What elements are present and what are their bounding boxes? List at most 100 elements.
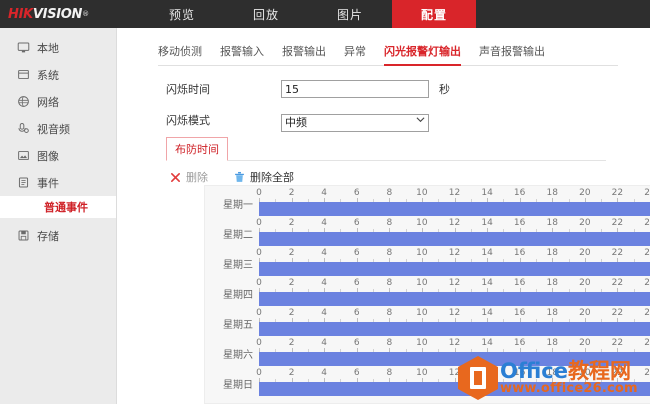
ruler-tick-label: 24 xyxy=(644,278,650,288)
ruler-tick-label: 16 xyxy=(513,338,526,348)
schedule-track-thursday[interactable]: 024681012141618202224 xyxy=(256,278,650,306)
ruler-tick xyxy=(421,288,423,292)
ruler-tick xyxy=(503,379,505,382)
schedule-track-wednesday[interactable]: 024681012141618202224 xyxy=(256,248,650,276)
ruler-tick xyxy=(535,319,537,322)
tab-exception[interactable]: 异常 xyxy=(344,45,366,58)
flash-mode-select[interactable]: 中频 xyxy=(281,113,429,132)
sidebar-label-storage: 存储 xyxy=(37,229,59,243)
ruler-tick xyxy=(356,228,358,232)
ruler-tick xyxy=(389,318,391,322)
ruler-tick xyxy=(503,229,505,232)
ruler-tick xyxy=(633,289,635,292)
ruler-tick xyxy=(617,258,619,262)
sidebar-item-image[interactable]: 图像 xyxy=(0,142,116,169)
ruler-tick xyxy=(601,259,603,262)
sidebar-item-local[interactable]: 本地 xyxy=(0,34,116,61)
ruler-tick-label: 20 xyxy=(579,368,591,378)
delete-button[interactable]: 删除 xyxy=(170,169,208,185)
ruler-tick xyxy=(454,288,456,292)
schedule-bar-wednesday[interactable] xyxy=(259,262,650,276)
nav-tab-preview[interactable]: 预览 xyxy=(168,7,195,22)
flash-mode-label: 闪烁模式 xyxy=(166,114,210,127)
ruler-tick xyxy=(421,198,423,202)
schedule-bar-friday[interactable] xyxy=(259,322,650,336)
schedule-bar-saturday[interactable] xyxy=(259,352,650,366)
schedule-bar-tuesday[interactable] xyxy=(259,232,650,246)
schedule-track-sunday[interactable]: 024681012141618202224 xyxy=(256,368,650,396)
ruler-tick xyxy=(519,288,521,292)
tab-arming-schedule[interactable]: 布防时间 xyxy=(166,137,228,161)
ruler-tick xyxy=(617,198,619,202)
sidebar-item-video-audio[interactable]: 视音频 xyxy=(0,115,116,142)
sidebar-item-network[interactable]: 网络 xyxy=(0,88,116,115)
microphone-icon xyxy=(17,122,37,135)
schedule-track-tuesday[interactable]: 024681012141618202224 xyxy=(256,218,650,246)
ruler-tick xyxy=(291,288,293,292)
tab-audible-alarm-output[interactable]: 声音报警输出 xyxy=(479,45,545,58)
ruler-tick xyxy=(470,199,472,202)
ruler-tick xyxy=(552,198,554,202)
ruler-tick xyxy=(356,318,358,322)
ruler-tick xyxy=(405,199,407,202)
ruler-friday: 024681012141618202224 xyxy=(256,308,650,322)
ruler-tick-label: 8 xyxy=(386,278,393,288)
ruler-tick xyxy=(454,198,456,202)
flash-time-input[interactable] xyxy=(281,80,429,98)
ruler-tick xyxy=(307,229,309,232)
ruler-tick xyxy=(601,319,603,322)
ruler-tick-label: 24 xyxy=(644,248,650,258)
ruler-tick xyxy=(568,259,570,262)
ruler-tick xyxy=(470,229,472,232)
ruler-tick-label: 24 xyxy=(644,218,650,228)
schedule-bar-thursday[interactable] xyxy=(259,292,650,306)
ruler-tick xyxy=(389,348,391,352)
tab-alarm-output[interactable]: 报警输出 xyxy=(282,45,326,58)
sidebar-item-event[interactable]: 事件 xyxy=(0,169,116,196)
ruler-tick-label: 20 xyxy=(579,188,591,198)
window-icon xyxy=(17,68,37,81)
nav-tab-playback[interactable]: 回放 xyxy=(252,7,279,22)
nav-tab-configuration[interactable]: 配置 xyxy=(392,0,476,28)
sidebar-item-normal-event[interactable]: 普通事件 xyxy=(0,196,116,218)
ruler-tick-label: 14 xyxy=(481,278,493,288)
ruler-tick xyxy=(470,349,472,352)
ruler-tick-label: 22 xyxy=(611,278,624,288)
tab-alarm-input[interactable]: 报警输入 xyxy=(220,45,264,58)
delete-all-button[interactable]: 删除全部 xyxy=(234,169,294,185)
sidebar-item-system[interactable]: 系统 xyxy=(0,61,116,88)
schedule-track-friday[interactable]: 024681012141618202224 xyxy=(256,308,650,336)
ruler-tick xyxy=(324,258,326,262)
flash-time-label: 闪烁时间 xyxy=(166,83,210,96)
ruler-tick xyxy=(373,259,375,262)
ruler-tick xyxy=(340,379,342,382)
tab-flashing-alarm-light-output[interactable]: 闪光报警灯输出 xyxy=(384,43,461,66)
tab-motion-detection[interactable]: 移动侦测 xyxy=(158,45,202,58)
globe-icon xyxy=(17,95,37,108)
ruler-tick-label: 2 xyxy=(288,368,295,378)
ruler-tick-label: 12 xyxy=(448,188,461,198)
nav-tab-picture[interactable]: 图片 xyxy=(336,7,363,22)
ruler-tick-label: 6 xyxy=(353,338,360,348)
ruler-tick xyxy=(601,229,603,232)
schedule-track-monday[interactable]: 024681012141618202224 xyxy=(256,188,650,216)
ruler-tick xyxy=(373,199,375,202)
ruler-tick xyxy=(487,318,489,322)
ruler-tick xyxy=(340,349,342,352)
day-label-friday: 星期五 xyxy=(223,320,253,331)
schedule-bar-sunday[interactable] xyxy=(259,382,650,396)
sidebar-item-storage[interactable]: 存储 xyxy=(0,222,116,249)
day-label-tuesday: 星期二 xyxy=(223,230,253,241)
ruler-tick-label: 6 xyxy=(353,308,360,318)
ruler-tick-label: 24 xyxy=(644,188,650,198)
trash-icon xyxy=(235,171,244,182)
schedule-track-saturday[interactable]: 024681012141618202224 xyxy=(256,338,650,366)
ruler-tick xyxy=(519,348,521,352)
ruler-tick xyxy=(633,379,635,382)
schedule-bar-monday[interactable] xyxy=(259,202,650,216)
sidebar-label-system: 系统 xyxy=(37,68,59,82)
ruler-tick xyxy=(259,258,260,262)
ruler-tick-label: 12 xyxy=(448,368,461,378)
ruler-tick-label: 14 xyxy=(481,308,493,318)
ruler-tick xyxy=(405,229,407,232)
